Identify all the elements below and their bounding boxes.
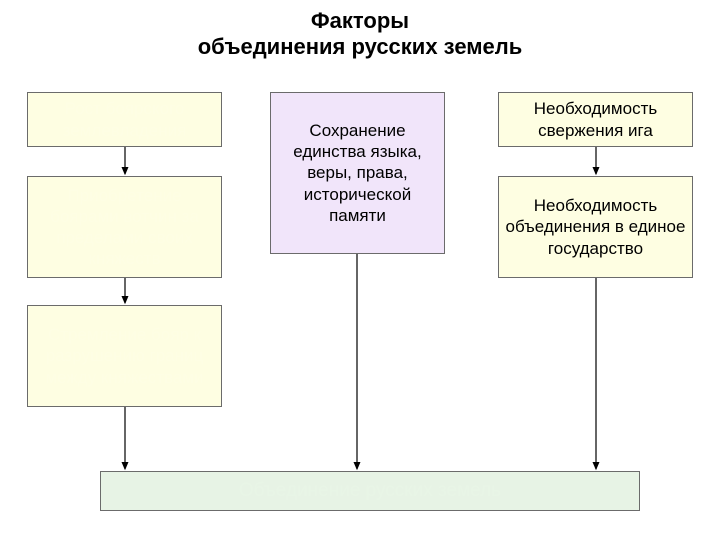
box-col1-b: Приобретение боярами вотчин за пределами…: [27, 176, 222, 278]
box-result: Объединение русских земель: [100, 471, 640, 511]
page-title: Факторы объединения русских земель: [0, 0, 720, 61]
box-col3-a: Необходимость свержения ига: [498, 92, 693, 147]
box-col3-b: Необходимость объединения в единое госуд…: [498, 176, 693, 278]
title-line-1: Факторы: [0, 8, 720, 34]
box-col1-c: Стремление бояр к разрушению границ межд…: [27, 305, 222, 407]
box-col1-a: Рост боярского землевладения: [27, 92, 222, 147]
box-col2: Сохранение единства языка, веры, права, …: [270, 92, 445, 254]
title-line-2: объединения русских земель: [0, 34, 720, 60]
